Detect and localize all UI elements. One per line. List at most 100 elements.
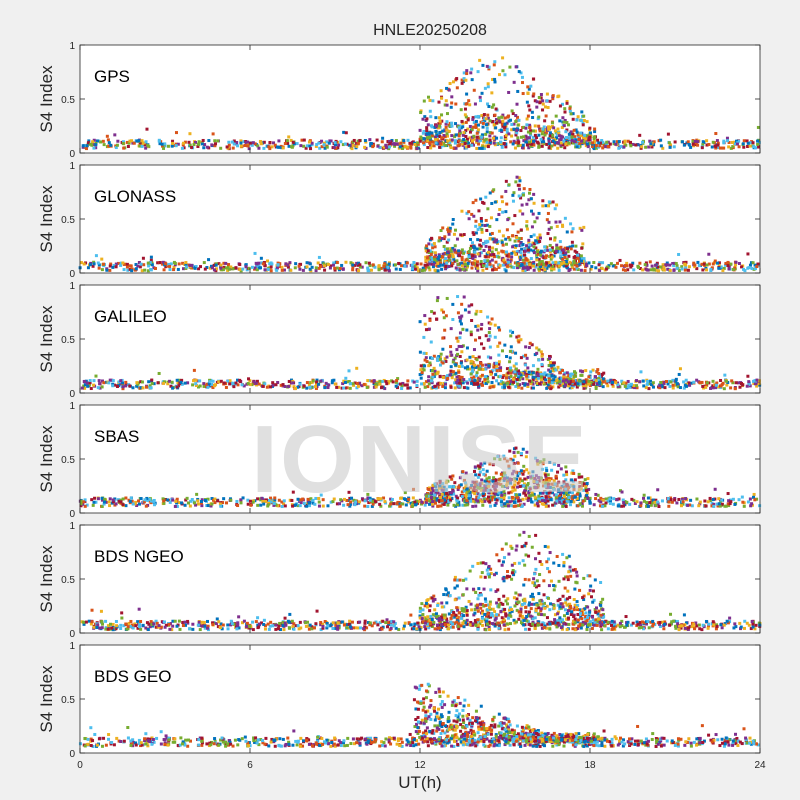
data-point <box>515 378 519 382</box>
data-point <box>683 383 687 387</box>
data-point <box>497 212 501 216</box>
data-point <box>553 379 557 383</box>
data-point <box>574 244 578 248</box>
data-point <box>682 143 686 147</box>
data-point <box>487 476 491 480</box>
data-point <box>558 240 562 244</box>
data-point <box>436 385 440 389</box>
data-point <box>599 382 603 386</box>
data-point <box>210 143 214 147</box>
data-point <box>500 122 504 126</box>
data-point <box>119 261 123 265</box>
data-point <box>317 500 321 504</box>
data-point <box>478 223 482 227</box>
data-point <box>450 477 454 481</box>
data-point <box>581 136 585 140</box>
data-point <box>495 136 499 140</box>
data-point <box>172 265 176 269</box>
data-point <box>227 143 231 147</box>
data-point <box>261 384 265 388</box>
data-point <box>421 131 425 135</box>
data-point <box>424 119 428 123</box>
data-point <box>620 504 624 508</box>
data-point <box>678 386 682 390</box>
data-point <box>571 227 575 231</box>
data-point <box>556 261 560 265</box>
data-point <box>284 262 288 266</box>
data-point <box>382 378 386 382</box>
data-point <box>509 374 513 378</box>
data-point <box>488 260 492 264</box>
data-point <box>395 502 399 506</box>
data-point <box>471 504 475 508</box>
data-point <box>320 139 324 143</box>
data-point <box>418 139 422 143</box>
data-point <box>541 199 545 203</box>
data-point <box>340 263 344 267</box>
data-point <box>545 92 549 96</box>
data-point <box>79 261 83 265</box>
data-point <box>666 497 670 501</box>
data-point <box>372 379 376 383</box>
data-point <box>429 146 433 150</box>
data-point <box>507 385 511 389</box>
data-point <box>368 498 372 502</box>
data-point <box>505 264 509 268</box>
data-point <box>582 257 586 261</box>
data-point <box>592 260 596 264</box>
data-point <box>480 478 484 482</box>
data-point <box>446 376 450 380</box>
data-point <box>625 261 629 265</box>
data-point <box>400 264 404 268</box>
data-point <box>438 124 442 128</box>
data-point <box>478 364 482 368</box>
data-point <box>568 382 572 386</box>
data-point <box>563 216 567 220</box>
data-point <box>94 254 98 258</box>
data-point <box>615 140 619 144</box>
data-point <box>583 269 587 273</box>
data-point <box>473 246 477 250</box>
data-point <box>349 261 353 265</box>
data-point <box>474 504 478 508</box>
data-point <box>455 348 459 352</box>
data-point <box>516 183 520 187</box>
data-point <box>672 264 676 268</box>
data-point <box>91 140 95 144</box>
data-point <box>170 144 174 148</box>
data-point <box>149 255 153 259</box>
data-point <box>505 355 509 359</box>
data-point <box>724 261 728 265</box>
data-point <box>540 144 544 148</box>
data-point <box>387 262 391 266</box>
data-point <box>689 498 693 502</box>
data-point <box>537 269 541 273</box>
data-point <box>121 142 125 146</box>
data-point <box>508 360 512 364</box>
data-point <box>509 371 513 375</box>
data-point <box>194 383 198 387</box>
data-point <box>521 212 525 216</box>
data-point <box>239 141 243 145</box>
data-point <box>308 144 312 148</box>
data-point <box>443 235 447 239</box>
data-point <box>667 500 671 504</box>
data-point <box>135 503 139 507</box>
data-point <box>551 139 555 143</box>
data-point <box>87 139 91 143</box>
data-point <box>500 379 504 383</box>
data-point <box>516 123 520 127</box>
data-point <box>442 133 446 137</box>
data-point <box>128 384 132 388</box>
data-point <box>696 260 700 264</box>
data-point <box>741 142 745 146</box>
data-point <box>174 499 178 503</box>
data-point <box>586 142 590 146</box>
data-point <box>124 496 128 500</box>
data-point <box>592 140 596 144</box>
data-point <box>455 251 459 255</box>
data-point <box>158 261 162 265</box>
data-point <box>379 266 383 270</box>
data-point <box>134 263 138 267</box>
data-point <box>512 122 516 126</box>
